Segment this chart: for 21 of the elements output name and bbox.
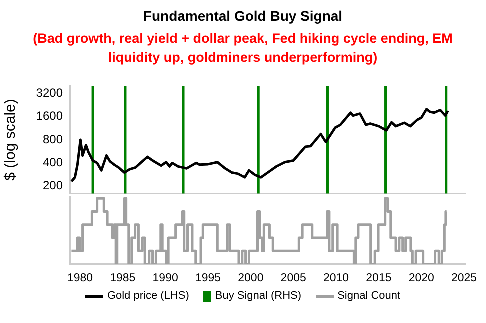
x-tick-label: 1980 xyxy=(67,272,94,284)
x-tick-label: 2000 xyxy=(238,272,264,284)
legend-label: Buy Signal (RHS) xyxy=(215,290,302,302)
chart-title: Fundamental Gold Buy Signal xyxy=(142,8,344,24)
x-tick-label: 1995 xyxy=(195,272,222,284)
y-tick-label: 400 xyxy=(42,155,64,170)
y-tick-label: 1600 xyxy=(36,109,64,124)
chart-subtitle: (Bad growth, real yield + dollar peak, Fed hiking cycle ending, EM liquidity up, goldminers underperforming) xyxy=(32,30,454,67)
y-tick-label: 200 xyxy=(42,178,64,193)
legend-label: Signal Count xyxy=(338,290,401,302)
y-tick-label: 800 xyxy=(42,132,64,146)
y-axis-title: $ (log scale) xyxy=(2,99,20,181)
y-tick-label: 3200 xyxy=(36,86,64,100)
x-tick-label: 1990 xyxy=(152,272,178,284)
x-tick-label: 2005 xyxy=(280,272,306,284)
legend-label: Gold price (LHS) xyxy=(107,290,190,302)
x-tick-label: 2010 xyxy=(323,272,350,284)
x-tick-label: 1985 xyxy=(110,272,136,284)
x-tick-label: 2020 xyxy=(408,272,434,284)
x-tick-label: 2015 xyxy=(366,272,392,284)
x-tick-label: 2025 xyxy=(451,272,478,284)
